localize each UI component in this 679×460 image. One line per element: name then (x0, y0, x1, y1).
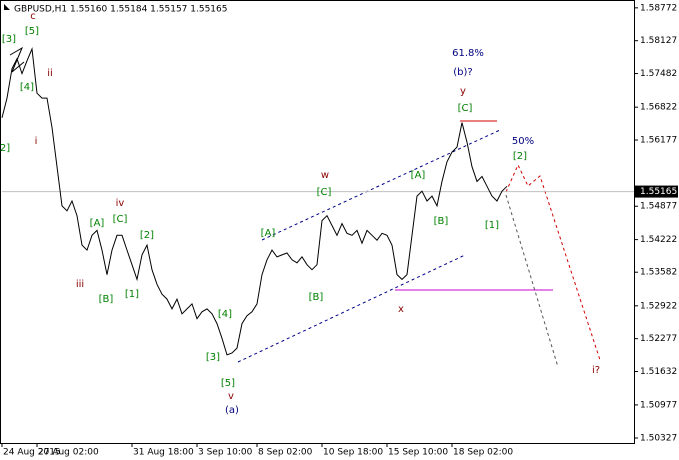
wave-label: [B] (434, 216, 449, 227)
x-tick-label: 8 Sep 02:00 (258, 448, 313, 458)
wave-label: ii (47, 68, 53, 79)
wave-label: [A] (411, 170, 426, 181)
y-tick-label: 1.50327 (640, 434, 677, 444)
wave-label: [A] (90, 218, 105, 229)
current-price-label: 1.55165 (640, 187, 677, 197)
wave-label: 50% (512, 136, 534, 147)
channel-lower (237, 254, 466, 363)
y-tick-label: 1.51632 (640, 367, 677, 377)
wave-label: i (35, 136, 38, 147)
symbol-arrow (4, 4, 10, 10)
x-tick-label: 3 Sep 10:00 (198, 448, 253, 458)
wave-label: [C] (113, 214, 128, 225)
y-tick-label: 1.54877 (640, 202, 677, 212)
wave-label: y (460, 86, 466, 97)
x-tick-label: 24 Aug 2015 (3, 448, 61, 458)
y-tick-label: 1.52277 (640, 334, 677, 344)
x-tick-label: 18 Sep 02:00 (453, 448, 513, 458)
analysis-lines (9, 46, 601, 368)
wave-label: [1] (125, 289, 139, 300)
wave-label: [1] (485, 220, 499, 231)
projection-red (505, 163, 601, 361)
wave-label: [3] (2, 34, 16, 45)
x-tick-label: 15 Sep 10:00 (388, 448, 448, 458)
wave-label: [C] (317, 187, 332, 198)
wave-label: [A] (261, 228, 276, 239)
y-tick-label: 1.54222 (640, 235, 677, 245)
wave-label: i? (592, 365, 600, 376)
wave-label: [4] (218, 309, 232, 320)
price-line (1, 47, 508, 356)
wave-label: [B] (99, 294, 114, 305)
current-price-box (634, 185, 678, 198)
wave-label: [2] (140, 230, 154, 241)
wave-label: [5] (221, 378, 235, 389)
y-tick-label: 1.56822 (640, 103, 677, 113)
plot-frame (0, 0, 635, 444)
y-tick-label: 1.53582 (640, 268, 677, 278)
x-tick-label: 10 Sep 18:00 (323, 448, 383, 458)
channel-upper (261, 129, 501, 241)
wave-label: iii (76, 279, 84, 290)
y-tick-label: 1.58772 (640, 3, 677, 13)
wave-label: (a) (225, 405, 239, 416)
wave-label: (b)? (453, 67, 472, 78)
x-tick-label: 31 Aug 18:00 (133, 448, 194, 458)
projection-gray (505, 194, 559, 368)
y-tick-label: 1.56177 (640, 136, 677, 146)
wave-label: [C] (458, 103, 473, 114)
y-tick-label: 1.57482 (640, 69, 677, 79)
wave-label: [2] (513, 151, 527, 162)
wave-label: 61.8% (452, 48, 484, 59)
y-tick-label: 1.58127 (640, 36, 677, 46)
x-tick-label: 27 Aug 02:00 (38, 448, 99, 458)
y-tick-label: 1.52922 (640, 301, 677, 311)
wave-label: [3] (206, 352, 220, 363)
y-tick-label: 1.50977 (640, 400, 677, 410)
wave-label: c (30, 11, 36, 22)
wave-label: [B] (309, 292, 324, 303)
wave-label: v (228, 391, 234, 402)
wave-label: [5] (25, 26, 39, 37)
wave-label: [4] (20, 82, 34, 93)
chart-title: GBPUSD,H1 1.55160 1.55184 1.55157 1.5516… (14, 5, 227, 15)
wave-label: iv (116, 198, 125, 209)
wave-label: x (398, 304, 404, 315)
wave-label: w (321, 170, 329, 181)
wave-label: 2] (0, 143, 10, 154)
